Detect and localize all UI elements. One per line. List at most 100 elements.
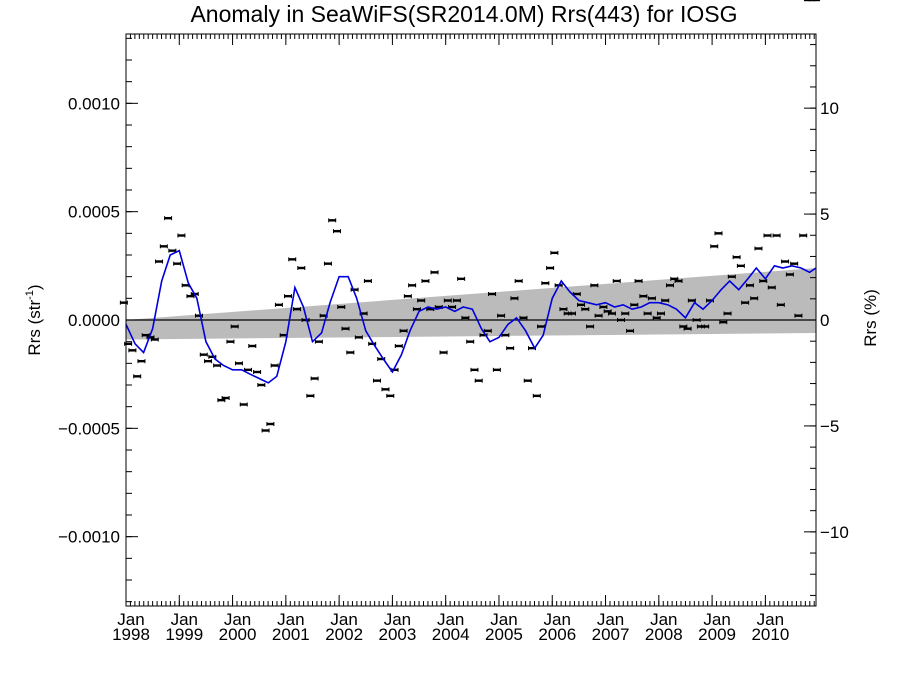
data-point xyxy=(261,428,270,433)
x-tick-label-year: 2003 xyxy=(378,625,416,644)
y-axis-label-exponent: -1 xyxy=(24,290,36,300)
data-point xyxy=(346,350,355,355)
data-point xyxy=(234,361,243,366)
data-point xyxy=(626,328,635,333)
x-tick-label-year: 2007 xyxy=(592,625,630,644)
data-point xyxy=(314,339,323,344)
data-point xyxy=(173,261,182,266)
data-point xyxy=(643,311,652,316)
data-point xyxy=(772,233,781,238)
data-point xyxy=(159,244,168,249)
data-point xyxy=(301,318,310,322)
data-point xyxy=(226,339,235,344)
data-point xyxy=(248,344,257,348)
data-point xyxy=(666,283,675,288)
data-point xyxy=(133,374,142,379)
y-tick-label: 0.0010 xyxy=(68,94,120,113)
data-point xyxy=(523,378,532,383)
data-point xyxy=(399,328,408,333)
data-point xyxy=(799,233,808,238)
data-point xyxy=(430,270,439,275)
data-point xyxy=(457,276,466,281)
x-tick-label-year: 2006 xyxy=(538,625,576,644)
data-point xyxy=(474,378,483,383)
x-tick-label-year: 2004 xyxy=(432,625,470,644)
bottom-axis-ticks: Jan1998Jan1999Jan2000Jan2001Jan2002Jan20… xyxy=(112,595,815,644)
data-point xyxy=(386,393,395,398)
x-tick-label-year: 2002 xyxy=(325,625,363,644)
data-point xyxy=(519,315,528,320)
data-point xyxy=(341,326,350,331)
x-tick-label-month: Jan xyxy=(650,610,677,629)
monthly-points xyxy=(119,0,821,433)
y2-axis-label: Rrs (%) xyxy=(861,289,880,347)
data-point xyxy=(372,378,381,383)
data-point xyxy=(408,283,417,288)
data-point xyxy=(759,279,768,283)
data-point xyxy=(368,341,377,346)
chart-title: Anomaly in SeaWiFS(SR2014.0M) Rrs(443) f… xyxy=(190,1,737,27)
data-point xyxy=(594,313,603,318)
data-point xyxy=(403,294,412,299)
y-axis-label: Rrs (str-1) xyxy=(24,284,44,355)
data-point xyxy=(274,302,283,307)
data-point xyxy=(510,296,519,301)
y2-tick-label: 5 xyxy=(820,205,829,224)
data-point xyxy=(332,229,341,234)
x-tick-label-year: 2009 xyxy=(698,625,736,644)
data-point xyxy=(621,311,630,316)
data-point xyxy=(647,296,656,301)
y2-tick-label: 10 xyxy=(820,99,839,118)
right-axis-ticks: 10 5 0 −5 −10 xyxy=(804,44,849,596)
data-point xyxy=(417,298,426,303)
data-point xyxy=(710,244,719,249)
x-tick-label-month: Jan xyxy=(597,610,624,629)
x-tick-label-year: 2005 xyxy=(485,625,523,644)
data-point xyxy=(794,313,803,318)
data-point xyxy=(687,298,696,303)
data-point xyxy=(363,279,372,283)
data-point xyxy=(421,279,430,283)
data-point xyxy=(550,250,559,255)
data-point xyxy=(461,315,470,320)
data-point xyxy=(204,359,213,364)
data-point xyxy=(155,259,164,264)
y-tick-label: 0.0005 xyxy=(68,203,120,222)
data-point xyxy=(266,422,275,426)
top-axis-ticks xyxy=(125,34,815,45)
x-tick-label-month: Jan xyxy=(703,610,730,629)
data-point xyxy=(607,311,616,316)
data-point xyxy=(213,363,222,368)
x-tick-label-year: 1998 xyxy=(112,625,150,644)
data-point xyxy=(439,350,448,355)
data-point xyxy=(683,326,692,331)
data-point xyxy=(328,218,337,223)
data-point xyxy=(701,324,710,329)
data-point xyxy=(581,307,590,312)
data-point xyxy=(652,315,661,320)
data-point xyxy=(350,287,359,292)
data-point xyxy=(590,283,599,288)
data-point xyxy=(692,318,701,322)
y2-tick-label: −10 xyxy=(820,523,849,542)
data-point xyxy=(293,307,302,312)
data-point xyxy=(297,266,306,270)
data-point xyxy=(586,324,595,329)
data-point xyxy=(394,344,403,348)
data-point xyxy=(488,292,497,296)
data-point xyxy=(714,231,723,236)
data-point xyxy=(750,296,759,301)
data-point xyxy=(270,363,279,368)
data-point xyxy=(781,259,790,264)
left-axis-ticks: 0.0010 0.0005 0.0000 −0.0005 −0.0010 xyxy=(58,37,138,603)
data-point xyxy=(616,318,625,322)
data-point xyxy=(466,339,475,344)
data-point xyxy=(310,376,319,381)
data-point xyxy=(221,396,230,400)
y-tick-label: −0.0005 xyxy=(58,419,120,438)
x-tick-label-year: 2001 xyxy=(272,625,310,644)
data-point xyxy=(164,216,173,221)
x-tick-label-month: Jan xyxy=(437,610,464,629)
data-point xyxy=(719,320,728,325)
